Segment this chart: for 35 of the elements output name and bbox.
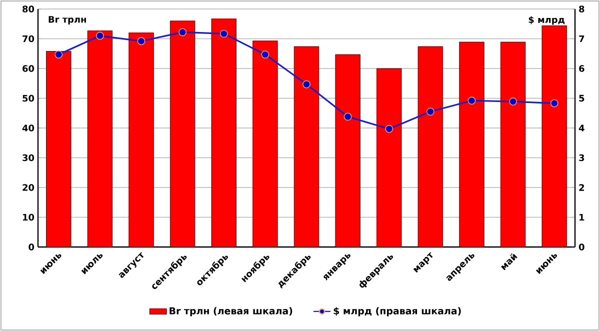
y2-tick-label: 3 (579, 154, 584, 162)
y-tick-label: 80 (22, 6, 34, 12)
point (550, 99, 558, 108)
y2-tick-label: 8 (579, 6, 584, 12)
point (261, 50, 270, 58)
y2-tick-label: 6 (579, 65, 584, 72)
y-tick-label: 50 (22, 94, 34, 102)
y-tick-label: 0 (28, 244, 34, 250)
point (96, 32, 104, 40)
y-tick-label: 20 (22, 184, 34, 191)
y-tick-label: 40 (22, 124, 34, 132)
y2-tick-label: 0 (578, 244, 584, 250)
point (426, 108, 434, 116)
y2-tick-label: 7 (579, 35, 584, 42)
y-axis-title: Br трлн (48, 16, 86, 24)
point (54, 50, 63, 58)
point (178, 28, 187, 36)
legend-label: $ млрд (правая шкала) (334, 307, 461, 316)
point (344, 112, 352, 121)
y2-tick-label: 1 (580, 214, 584, 221)
point (302, 80, 310, 88)
legend-label: Br трлн (левая шкала) (170, 307, 292, 316)
y2-tick-label: 4 (578, 124, 584, 132)
y-tick-label: 10 (23, 214, 34, 221)
y2-axis-title: $ млрд (528, 16, 565, 25)
point (468, 96, 476, 105)
y-tick-label: 70 (22, 35, 34, 42)
point (137, 37, 146, 46)
y2-tick-label: 5 (579, 94, 584, 102)
y2-tick-label: 2 (579, 184, 584, 191)
y-tick-label: 30 (22, 154, 34, 162)
y-tick-label: 60 (22, 65, 34, 72)
point (220, 30, 228, 38)
point (385, 124, 394, 133)
point (509, 98, 518, 106)
